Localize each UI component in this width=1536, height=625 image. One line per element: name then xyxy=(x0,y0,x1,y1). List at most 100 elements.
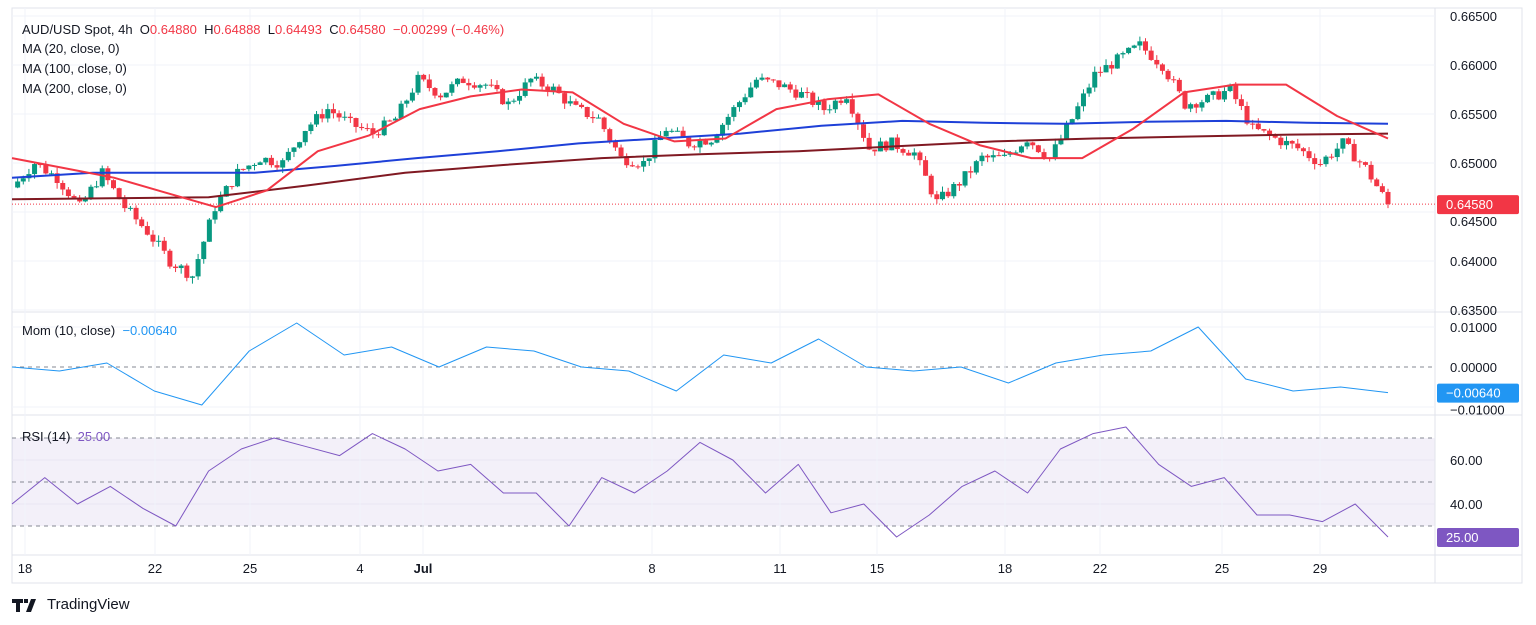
candle-body xyxy=(48,173,54,175)
rsi-legend-value: 25.00 xyxy=(77,429,111,444)
candle-body xyxy=(821,100,827,111)
candle-body xyxy=(889,137,895,151)
candle-body xyxy=(1171,79,1177,81)
ma100-legend[interactable]: MA (100, close, 0) xyxy=(22,61,127,76)
ma200-legend[interactable]: MA (200, close, 0) xyxy=(22,81,127,96)
candle-body xyxy=(1165,70,1171,80)
candle-body xyxy=(810,92,816,105)
candle-body xyxy=(691,146,697,148)
candle-body xyxy=(928,175,934,195)
price-tick-label: 0.63500 xyxy=(1450,303,1497,318)
candle-body xyxy=(979,155,985,162)
candle-body xyxy=(1086,87,1092,94)
candle-body xyxy=(894,137,900,150)
candle-body xyxy=(127,207,133,209)
candle-body xyxy=(686,137,692,147)
candle-body xyxy=(195,259,201,277)
candle-body xyxy=(364,128,370,130)
candle-body xyxy=(1137,41,1143,46)
candle-body xyxy=(415,74,421,93)
candle-body xyxy=(32,164,38,175)
candle-body xyxy=(539,76,545,87)
candle-body xyxy=(212,211,218,220)
rsi-tick-label: 60.00 xyxy=(1450,453,1483,468)
candle-body xyxy=(1109,65,1115,69)
candle-body xyxy=(376,134,382,136)
candle-body xyxy=(900,149,906,153)
candle-body xyxy=(330,109,336,114)
candle-body xyxy=(229,186,235,188)
candle-body xyxy=(325,109,331,119)
candle-body xyxy=(122,199,128,209)
candle-body xyxy=(43,164,49,174)
time-tick-label: 25 xyxy=(1215,561,1229,576)
candle-body xyxy=(82,197,88,202)
candle-body xyxy=(319,114,325,119)
candle-body xyxy=(178,265,184,269)
candle-body xyxy=(652,140,658,159)
candle-body xyxy=(314,114,320,125)
ma200-line xyxy=(11,132,1389,201)
candle-body xyxy=(37,164,43,166)
candle-body xyxy=(297,142,303,148)
candle-body xyxy=(849,99,855,114)
ma100-line xyxy=(11,119,1389,179)
ma20-legend[interactable]: MA (20, close, 0) xyxy=(22,41,120,56)
candle-body xyxy=(167,250,173,267)
mom-legend[interactable]: Mom (10, close) −0.00640 xyxy=(22,323,177,338)
candle-body xyxy=(206,219,212,242)
candle-body xyxy=(1030,142,1036,146)
candle-body xyxy=(449,84,455,93)
candle-body xyxy=(235,168,241,187)
candle-body xyxy=(466,82,472,86)
candle-body xyxy=(94,186,100,188)
candle-body xyxy=(1148,50,1154,60)
candle-body xyxy=(133,207,139,220)
candle-body xyxy=(1272,135,1278,138)
candle-body xyxy=(257,162,263,165)
candle-body xyxy=(1024,142,1030,147)
candle-body xyxy=(1283,140,1289,146)
price-tick-label: 0.65000 xyxy=(1450,156,1497,171)
candle-body xyxy=(1114,54,1120,69)
candle-body xyxy=(962,171,968,186)
candle-body xyxy=(150,234,156,242)
candle-body xyxy=(1312,158,1318,165)
time-tick-label: 4 xyxy=(356,561,363,576)
candle-body xyxy=(139,219,145,227)
candle-body xyxy=(1103,65,1109,73)
rsi-legend[interactable]: RSI (14) 25.00 xyxy=(22,429,110,444)
last-price-badge: 0.64580 xyxy=(1446,197,1493,212)
candle-body xyxy=(1143,41,1149,51)
tradingview-logo[interactable]: TradingView xyxy=(12,596,130,613)
candle-body xyxy=(1250,123,1256,125)
candle-body xyxy=(1041,152,1047,158)
candle-body xyxy=(601,117,607,130)
candle-body xyxy=(787,84,793,90)
candle-body xyxy=(483,84,489,86)
candle-body xyxy=(669,130,675,132)
candle-body xyxy=(799,92,805,98)
candle-body xyxy=(697,140,703,148)
candle-body xyxy=(347,116,353,119)
candle-body xyxy=(1238,99,1244,107)
candle-body xyxy=(1300,148,1306,152)
candle-body xyxy=(1075,106,1081,120)
price-tick-label: 0.64000 xyxy=(1450,254,1497,269)
ma20-line xyxy=(11,83,1389,209)
candle-body xyxy=(945,191,951,197)
candle-body xyxy=(1374,179,1380,187)
candle-body xyxy=(99,168,105,187)
candle-body xyxy=(635,166,641,168)
candle-body xyxy=(934,194,940,200)
candle-body xyxy=(641,160,647,167)
candle-body xyxy=(511,100,517,102)
candle-body xyxy=(246,165,252,170)
candle-body xyxy=(15,181,21,188)
time-tick-label: 15 xyxy=(870,561,884,576)
rsi-value-badge-bg xyxy=(1437,528,1519,547)
candle-body xyxy=(579,104,585,107)
candle-body xyxy=(1221,91,1227,100)
time-tick-label: 22 xyxy=(148,561,162,576)
